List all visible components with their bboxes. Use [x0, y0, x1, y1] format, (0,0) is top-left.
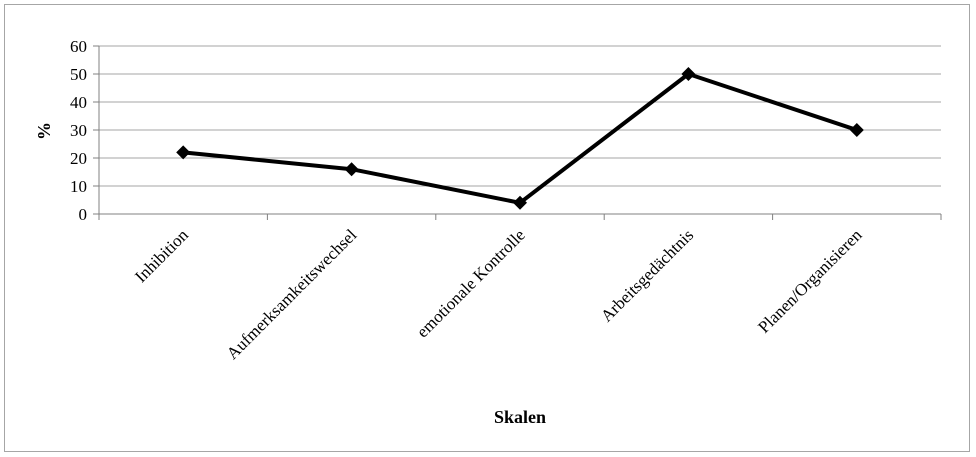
x-tick-label: Arbeitsgedächtnis: [597, 225, 697, 325]
series-line: [183, 72, 858, 205]
y-axis-title: %: [34, 122, 54, 140]
y-tick-label: 30: [70, 121, 87, 140]
data-point-diamond-icon: [176, 145, 191, 160]
y-tick-label: 0: [79, 205, 88, 224]
data-series: [176, 67, 864, 210]
y-tick-label: 60: [70, 37, 87, 56]
data-point-diamond-icon: [849, 123, 864, 137]
data-point-diamond-icon: [513, 195, 527, 210]
x-tick-label: Planen/Organisieren: [754, 225, 866, 337]
x-tick-label: emotionale Kontrolle: [413, 225, 529, 341]
x-tick-label: Aufmerksamkeitswechsel: [223, 225, 361, 363]
x-tick-labels: Inhibition Aufmerksamkeitswechsel emotiona…: [131, 225, 866, 363]
y-tick-label: 40: [70, 93, 87, 112]
y-tick-label: 20: [70, 149, 87, 168]
y-tick-label: 50: [70, 65, 87, 84]
y-tick-labels: 0 10 20 30 40 50 60: [70, 37, 87, 224]
chart-frame: [4, 4, 970, 452]
x-axis-title: Skalen: [494, 407, 546, 427]
y-tick-label: 10: [70, 177, 87, 196]
data-point-diamond-icon: [681, 67, 696, 81]
x-tick-label: Inhibition: [131, 225, 192, 286]
data-point-diamond-icon: [344, 162, 359, 177]
axes: [93, 45, 942, 220]
